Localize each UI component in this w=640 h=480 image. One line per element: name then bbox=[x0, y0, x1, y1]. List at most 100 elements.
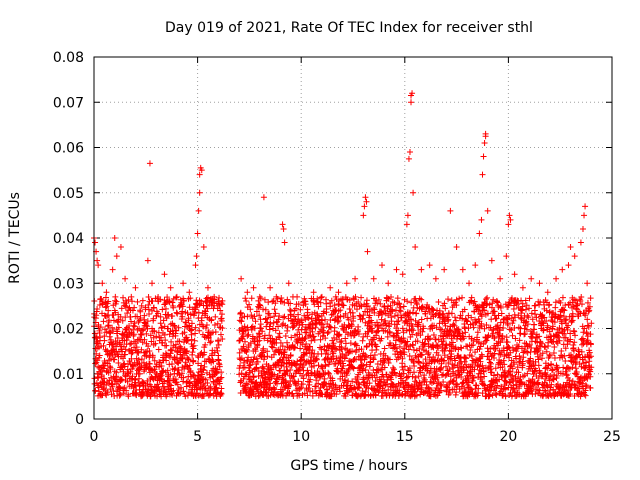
data-point bbox=[432, 275, 439, 282]
data-point bbox=[411, 362, 418, 369]
data-point bbox=[547, 372, 554, 379]
data-point bbox=[152, 340, 159, 347]
data-point bbox=[421, 340, 428, 347]
data-point bbox=[369, 327, 376, 334]
data-point bbox=[399, 355, 406, 362]
data-point bbox=[130, 362, 137, 369]
data-point bbox=[370, 356, 377, 363]
data-point bbox=[543, 318, 550, 325]
data-point bbox=[553, 275, 560, 282]
data-point bbox=[415, 373, 422, 380]
data-point bbox=[100, 318, 107, 325]
data-point bbox=[248, 312, 255, 319]
data-point bbox=[565, 322, 572, 329]
data-point bbox=[415, 319, 422, 326]
plot-frame bbox=[93, 56, 613, 420]
data-point bbox=[410, 346, 417, 353]
data-point bbox=[137, 314, 144, 321]
data-point bbox=[415, 385, 422, 392]
data-point bbox=[301, 335, 308, 342]
data-point bbox=[479, 362, 486, 369]
data-point bbox=[308, 350, 315, 357]
data-point bbox=[559, 266, 566, 273]
data-point bbox=[275, 316, 282, 323]
data-point bbox=[193, 253, 200, 260]
data-point bbox=[348, 323, 355, 330]
data-point bbox=[97, 334, 104, 341]
data-point bbox=[250, 374, 257, 381]
data-point bbox=[168, 347, 175, 354]
y-tick-label: 0.07 bbox=[53, 95, 84, 111]
data-point bbox=[312, 324, 319, 331]
data-point bbox=[131, 390, 138, 397]
data-point bbox=[102, 294, 109, 301]
data-point bbox=[507, 368, 514, 375]
data-point bbox=[104, 389, 111, 396]
data-point bbox=[492, 325, 499, 332]
data-point bbox=[114, 328, 121, 335]
data-point bbox=[102, 359, 109, 366]
data-point bbox=[305, 315, 312, 322]
data-point bbox=[381, 387, 388, 394]
data-point bbox=[304, 367, 311, 374]
data-point bbox=[587, 341, 594, 348]
data-point bbox=[355, 298, 362, 305]
data-point bbox=[157, 313, 164, 320]
data-point bbox=[528, 388, 535, 395]
data-point bbox=[536, 301, 543, 308]
data-point bbox=[304, 309, 311, 316]
data-point bbox=[445, 360, 452, 367]
data-point bbox=[141, 336, 148, 343]
data-point bbox=[534, 348, 541, 355]
data-point bbox=[516, 352, 523, 359]
data-point bbox=[96, 329, 103, 336]
data-point bbox=[549, 367, 556, 374]
data-point bbox=[468, 294, 475, 301]
data-point bbox=[587, 385, 594, 392]
data-point bbox=[461, 320, 468, 327]
data-point bbox=[372, 392, 379, 399]
data-point bbox=[525, 314, 532, 321]
data-point bbox=[506, 326, 513, 333]
data-point bbox=[94, 305, 101, 312]
data-point bbox=[544, 289, 551, 296]
data-point bbox=[244, 289, 251, 296]
data-point bbox=[183, 334, 190, 341]
data-point bbox=[308, 337, 315, 344]
data-point bbox=[180, 280, 187, 287]
data-point bbox=[137, 364, 144, 371]
data-point bbox=[442, 372, 449, 379]
data-point bbox=[136, 375, 143, 382]
data-point bbox=[157, 320, 164, 327]
data-point bbox=[267, 380, 274, 387]
data-point bbox=[310, 333, 317, 340]
data-point bbox=[536, 369, 543, 376]
data-point bbox=[310, 289, 317, 296]
data-point bbox=[188, 320, 195, 327]
data-point bbox=[342, 335, 349, 342]
data-point bbox=[246, 362, 253, 369]
data-point bbox=[292, 305, 299, 312]
data-point bbox=[450, 321, 457, 328]
data-point bbox=[209, 350, 216, 357]
data-point bbox=[394, 295, 401, 302]
data-point bbox=[337, 313, 344, 320]
data-point bbox=[283, 392, 290, 399]
data-point bbox=[176, 338, 183, 345]
data-point bbox=[354, 326, 361, 333]
data-point bbox=[388, 318, 395, 325]
data-point bbox=[478, 323, 485, 330]
data-point bbox=[183, 347, 190, 354]
data-point bbox=[140, 326, 147, 333]
data-point bbox=[322, 363, 329, 370]
data-point bbox=[515, 369, 522, 376]
data-point bbox=[218, 317, 225, 324]
data-point bbox=[546, 352, 553, 359]
data-point bbox=[264, 319, 271, 326]
data-point bbox=[377, 300, 384, 307]
data-point bbox=[192, 330, 199, 337]
data-point bbox=[123, 387, 130, 394]
data-point bbox=[101, 333, 108, 340]
data-point bbox=[167, 284, 174, 291]
data-point bbox=[158, 324, 165, 331]
